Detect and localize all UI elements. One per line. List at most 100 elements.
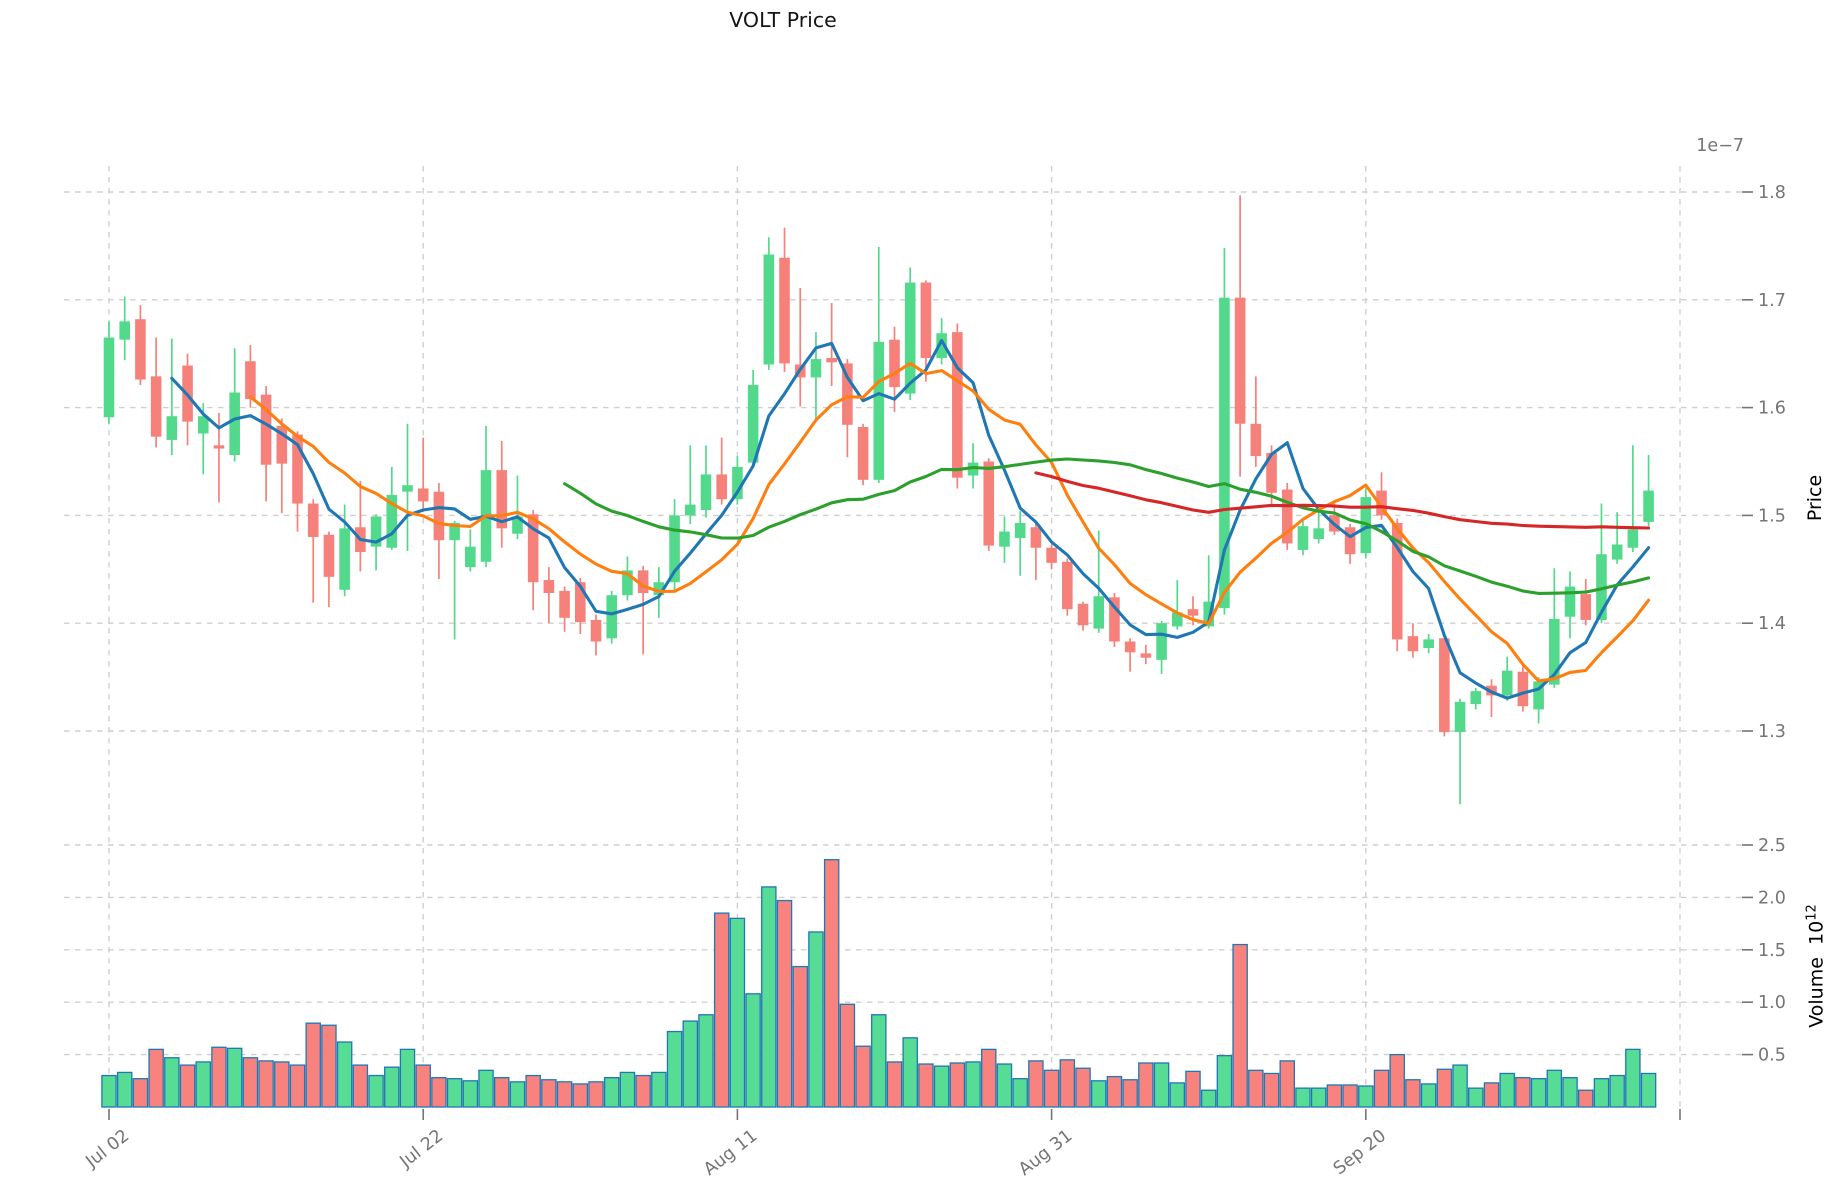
volume-bar bbox=[525, 1074, 541, 1108]
volume-bar bbox=[336, 1041, 353, 1108]
volume-bar bbox=[321, 1024, 337, 1108]
volume-axis-label-text: Volume bbox=[1805, 957, 1828, 1028]
volume-bar bbox=[1326, 1084, 1343, 1108]
candle-body-up bbox=[873, 341, 885, 480]
volume-bar bbox=[1452, 1064, 1468, 1108]
ma-line-green bbox=[563, 457, 1651, 595]
volume-bar bbox=[1546, 1069, 1563, 1108]
candle-body-up bbox=[402, 485, 413, 492]
candle-body-up bbox=[763, 254, 775, 365]
candle-body-up bbox=[669, 515, 680, 583]
candle-body-down bbox=[260, 394, 272, 465]
volume-bar bbox=[541, 1079, 557, 1108]
volume-bar bbox=[1405, 1079, 1421, 1108]
candle-body-down bbox=[1062, 561, 1073, 610]
candle-body-down bbox=[637, 570, 649, 594]
volume-bar bbox=[1232, 943, 1248, 1108]
y-tick-label: 1.3 bbox=[1758, 722, 1786, 742]
candle-body-down bbox=[779, 257, 790, 364]
candle-body-down bbox=[150, 376, 162, 437]
ma-line-red bbox=[1034, 471, 1651, 530]
price-axis-label: Price bbox=[1804, 474, 1826, 522]
volume-bar bbox=[226, 1047, 243, 1108]
candle-bodies bbox=[103, 254, 1654, 733]
y-tick-label: 2.0 bbox=[1758, 888, 1786, 908]
volume-bars bbox=[101, 859, 1657, 1108]
candle-body-down bbox=[590, 619, 602, 642]
candle-body-up bbox=[1203, 601, 1214, 627]
volume-bar bbox=[1342, 1084, 1358, 1108]
volume-bar bbox=[289, 1064, 306, 1108]
volume-bar bbox=[148, 1048, 164, 1108]
volume-bar bbox=[1436, 1068, 1453, 1108]
candle-body-up bbox=[1423, 639, 1434, 648]
candle-body-down bbox=[1376, 490, 1387, 516]
candle-body-down bbox=[559, 590, 570, 618]
candle-body-up bbox=[999, 531, 1010, 547]
volume-bar bbox=[729, 917, 746, 1108]
volume-bar bbox=[1043, 1069, 1060, 1108]
candle-body-down bbox=[1109, 597, 1120, 642]
volume-bar bbox=[1373, 1069, 1390, 1108]
volume-bar bbox=[101, 1074, 117, 1108]
volume-bar bbox=[462, 1080, 479, 1108]
candle-body-up bbox=[732, 466, 743, 500]
volume-bar bbox=[164, 1057, 180, 1108]
volume-bar bbox=[1200, 1089, 1217, 1108]
volume-bar bbox=[635, 1074, 651, 1108]
candle-body-up bbox=[1014, 522, 1026, 539]
candle-body-down bbox=[1077, 603, 1089, 626]
candle-body-up bbox=[1549, 618, 1560, 685]
candle-body-down bbox=[920, 282, 932, 359]
volume-bar bbox=[949, 1062, 966, 1108]
volume-bar bbox=[965, 1061, 981, 1108]
volume-bar bbox=[446, 1078, 463, 1108]
volume-bar bbox=[274, 1061, 290, 1108]
volume-bar bbox=[1216, 1054, 1233, 1108]
volume-bar bbox=[1138, 1062, 1154, 1108]
candle-body-up bbox=[197, 416, 209, 434]
candle-body-down bbox=[1030, 527, 1042, 548]
candle-body-down bbox=[952, 332, 963, 478]
volume-bar bbox=[431, 1077, 447, 1108]
y-tick-label: 1.8 bbox=[1758, 183, 1786, 203]
axis-ticks bbox=[108, 191, 1753, 1120]
volume-bar bbox=[211, 1046, 227, 1108]
volume-bar bbox=[1122, 1079, 1138, 1108]
volume-bar bbox=[116, 1071, 133, 1108]
candle-body-down bbox=[889, 339, 900, 388]
chart-title: VOLT Price bbox=[729, 8, 837, 32]
candle-body-up bbox=[512, 516, 523, 534]
volume-bar bbox=[399, 1048, 416, 1108]
ma-line-orange bbox=[248, 361, 1651, 683]
volume-bar bbox=[808, 931, 824, 1108]
y-tick-label: 1.0 bbox=[1758, 993, 1786, 1013]
candle-body-up bbox=[653, 582, 665, 596]
volume-bar bbox=[509, 1081, 526, 1108]
volume-bar bbox=[713, 912, 730, 1108]
volume-bar bbox=[1640, 1072, 1657, 1108]
volume-bar bbox=[1263, 1072, 1280, 1108]
candle-body-up bbox=[1501, 670, 1513, 696]
candle-body-up bbox=[700, 474, 712, 511]
volume-bar bbox=[682, 1020, 699, 1108]
volume-bar bbox=[933, 1065, 950, 1108]
volume-bar bbox=[603, 1077, 620, 1108]
candle-body-up bbox=[1297, 526, 1309, 550]
y-tick-label: 1.5 bbox=[1758, 506, 1786, 526]
volume-bar bbox=[1468, 1087, 1484, 1108]
price-axis-offset-text: 1e−7 bbox=[1696, 136, 1744, 156]
candle-body-up bbox=[1454, 701, 1466, 733]
volume-bar bbox=[1059, 1059, 1076, 1108]
candle-body-up bbox=[229, 392, 240, 456]
candle-body-up bbox=[606, 595, 618, 639]
candle-body-down bbox=[575, 582, 586, 623]
volume-bar bbox=[981, 1048, 997, 1108]
candle-body-down bbox=[1187, 609, 1199, 616]
candle-body-down bbox=[135, 319, 146, 380]
candle-body-down bbox=[1140, 653, 1152, 658]
volume-bar bbox=[384, 1066, 400, 1108]
candle-body-down bbox=[1234, 297, 1246, 424]
candle-body-down bbox=[1250, 423, 1262, 457]
